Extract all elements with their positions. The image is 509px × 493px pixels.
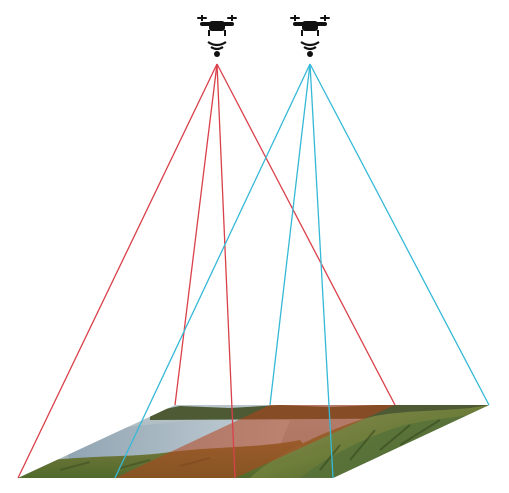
drone-2-rays: [114, 63, 490, 479]
ground-landscape: [18, 405, 489, 478]
drone-1: [197, 15, 237, 57]
drone-icon: [290, 15, 330, 36]
drone-1-rays: [17, 63, 396, 479]
signal-waves-icon: [300, 41, 320, 57]
drone-2: [290, 15, 330, 57]
signal-waves-icon: [207, 41, 227, 57]
drone-icon: [197, 15, 237, 36]
overlap-region: [115, 405, 395, 478]
